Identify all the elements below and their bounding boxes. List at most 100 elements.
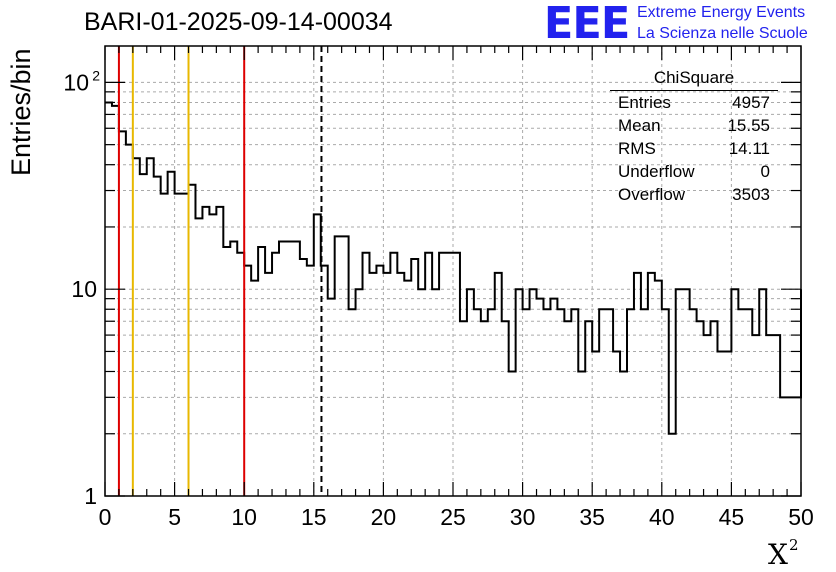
histogram-bin (655, 281, 662, 496)
y-axis-label: Entries/bin (6, 48, 36, 176)
histogram-bin (787, 397, 794, 496)
histogram-bin (766, 335, 773, 496)
x-tick-label: 20 (371, 504, 397, 530)
histogram-bin (794, 397, 801, 496)
histogram-bin (265, 273, 272, 496)
histogram-bin (383, 273, 390, 496)
marks-layer (105, 101, 802, 496)
x-tick-label: 25 (440, 504, 466, 530)
histogram-bin (453, 253, 460, 496)
histogram-bin (759, 289, 766, 496)
histogram-bin (209, 214, 216, 496)
x-tick-label: 30 (510, 504, 536, 530)
histogram-bin (752, 335, 759, 496)
y-tick-label-superscript: 2 (92, 67, 100, 83)
histogram-bin (467, 289, 474, 496)
brand-line-2: La Scienza nelle Scuole (637, 25, 808, 42)
y-tick-label: 10 (63, 69, 89, 95)
histogram-bin (195, 218, 202, 496)
x-axis-label-superscript: 2 (788, 536, 799, 554)
histogram-bin (502, 321, 509, 496)
x-tick-label: 40 (649, 504, 675, 530)
histogram-bin (495, 273, 502, 496)
x-tick-label: 50 (788, 504, 814, 530)
histogram-bin (328, 299, 335, 496)
stats-box: ChiSquare Entries 4957 Mean 15.55 RMS 14.11… (610, 66, 778, 206)
chart-title: BARI-01-2025-09-14-00034 (84, 8, 393, 36)
histogram-bin (550, 299, 557, 496)
histogram-bin (676, 289, 683, 496)
eee-logo: EEE (543, 0, 630, 49)
histogram-bin (446, 253, 453, 496)
histogram-bin (293, 242, 300, 496)
stats-label: Overflow (618, 185, 686, 204)
x-axis-label-base: X (768, 538, 788, 571)
stats-row-underflow: Underflow 0 (610, 160, 778, 183)
histogram-outline (105, 101, 802, 435)
histogram-bin (613, 351, 620, 496)
histogram-bin (244, 266, 251, 496)
histogram-bin (641, 309, 648, 496)
histogram-bin (404, 281, 411, 496)
histogram-bin (147, 158, 154, 496)
stats-row-overflow: Overflow 3503 (610, 183, 778, 206)
x-tick-label: 0 (99, 504, 112, 530)
histogram-bin (307, 266, 314, 496)
histogram-bin (161, 194, 168, 496)
histogram-bin (314, 214, 321, 496)
histogram-bin (189, 185, 196, 496)
histogram-bin (773, 335, 780, 496)
histogram-bin (425, 253, 432, 496)
y-tick-label: 1 (84, 483, 97, 509)
histogram-bin (369, 273, 376, 496)
stats-row-rms: RMS 14.11 (610, 137, 778, 160)
histogram-bin (523, 309, 530, 496)
grid-layer (105, 46, 801, 496)
histogram-bin (237, 253, 244, 496)
histogram-bin (286, 242, 293, 496)
x-tick-label: 5 (168, 504, 181, 530)
histogram-bin (258, 247, 265, 496)
histogram-bin (738, 309, 745, 496)
histogram-bin (126, 145, 133, 496)
histogram-bin (683, 289, 690, 496)
histogram-bin (634, 273, 641, 496)
histogram-bin (356, 289, 363, 496)
histogram-bin (599, 309, 606, 496)
histogram-bin (627, 309, 634, 496)
histogram-bin (397, 273, 404, 496)
histogram-bin (488, 309, 495, 496)
histogram-bin (439, 253, 446, 496)
histogram-bin (530, 289, 537, 496)
histogram-bin (300, 259, 307, 496)
stats-title: ChiSquare (610, 66, 778, 91)
histogram-bin (717, 351, 724, 496)
histogram-bin (543, 309, 550, 496)
stats-value: 14.11 (728, 139, 770, 158)
x-tick-label: 45 (719, 504, 745, 530)
histogram-bin (460, 321, 467, 496)
brand-line-1: Extreme Energy Events (637, 4, 806, 21)
histogram-bin (432, 289, 439, 496)
histogram-bin (474, 309, 481, 496)
histogram-bin (175, 194, 182, 496)
stats-value: 15.55 (727, 116, 770, 135)
histogram-bin (669, 434, 676, 496)
stats-value: 0 (760, 162, 770, 181)
histogram-bin (230, 242, 237, 496)
histogram-bin (662, 309, 669, 496)
histogram-bin (168, 172, 175, 496)
histogram-bin (648, 273, 655, 496)
stats-label: Entries (618, 93, 671, 112)
histogram-bin (578, 371, 585, 496)
histogram-bin (349, 309, 356, 496)
x-axis-label: X2 (768, 536, 798, 571)
histogram-bin (376, 266, 383, 496)
histogram-bin (592, 351, 599, 496)
y-tick-label: 10 (71, 276, 97, 302)
histogram-bin (697, 321, 704, 496)
histogram-bin (620, 371, 627, 496)
x-tick-label: 15 (301, 504, 327, 530)
